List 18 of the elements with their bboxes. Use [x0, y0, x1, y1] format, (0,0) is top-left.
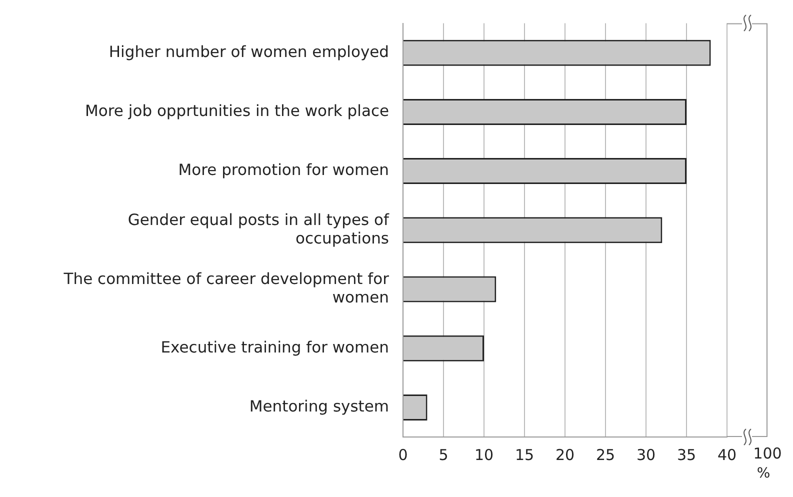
- x-tick-label: 15: [514, 446, 534, 464]
- x-tick-label: 5: [438, 446, 448, 464]
- y-tick-label: Gender equal posts in all types of occupations: [128, 210, 390, 248]
- x-tick-label: 40: [717, 446, 737, 464]
- x-axis-title: %: [756, 466, 770, 482]
- x-tick-label: 0: [398, 446, 408, 464]
- y-tick-label: More job opprtunities in the work place: [85, 102, 389, 120]
- y-tick-label: Higher number of women employed: [108, 42, 389, 61]
- x-tick-label: 10: [474, 446, 494, 464]
- x-tick-label: 35: [676, 446, 696, 464]
- y-tick-label: More promotion for women: [178, 161, 389, 180]
- x-tick-label: 25: [596, 446, 616, 464]
- y-tick-label: Mentoring system: [249, 397, 389, 416]
- text: 100: [753, 444, 782, 462]
- y-tick-label: Executive training for women: [160, 338, 389, 356]
- x-tick-label: 30: [636, 446, 656, 464]
- x-tick-label: 20: [555, 446, 575, 464]
- y-tick-label: The committee of career development for women: [62, 270, 390, 307]
